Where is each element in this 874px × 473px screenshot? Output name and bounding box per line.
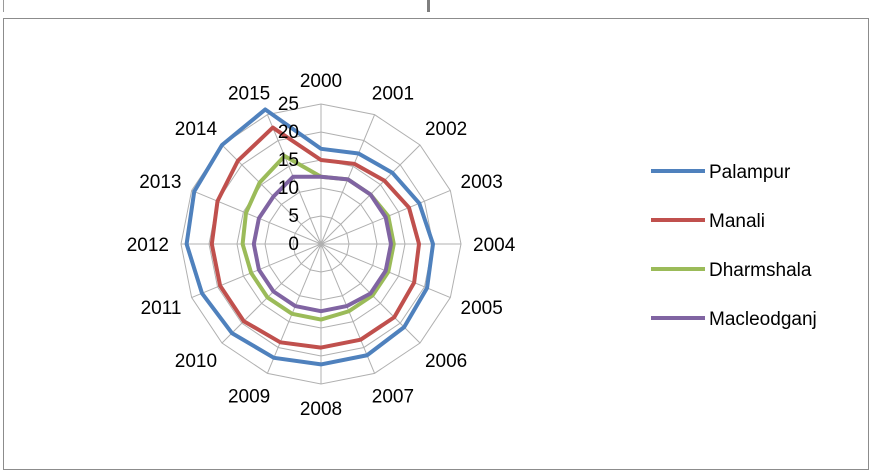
grid-spoke — [191, 243, 322, 299]
category-label-2014: 2014 — [175, 119, 218, 140]
grid-spoke — [320, 243, 376, 374]
radial-tick-label: 15 — [278, 150, 299, 171]
top-strip — [0, 0, 874, 18]
legend-label-dharmshala: Dharmshala — [709, 260, 812, 281]
radial-tick-label: 25 — [278, 94, 299, 115]
category-label-2013: 2013 — [139, 172, 181, 193]
radial-tick-label: 10 — [278, 178, 299, 199]
category-label-2008: 2008 — [300, 399, 342, 420]
grid-spoke — [266, 243, 322, 374]
category-label-2004: 2004 — [473, 235, 516, 256]
category-label-2003: 2003 — [461, 172, 503, 193]
series-line-manali — [209, 125, 421, 350]
column-divider — [427, 0, 430, 12]
category-label-2006: 2006 — [425, 351, 467, 372]
legend-label-macleodganj: Macleodganj — [709, 309, 817, 330]
category-label-2009: 2009 — [228, 387, 270, 408]
category-label-2015: 2015 — [228, 83, 270, 104]
category-label-2005: 2005 — [461, 298, 503, 319]
category-label-2010: 2010 — [175, 351, 217, 372]
radial-tick-label: 0 — [288, 234, 299, 255]
category-label-2007: 2007 — [372, 387, 414, 408]
radial-tick-label: 5 — [288, 206, 299, 227]
grid-spoke — [191, 189, 322, 245]
category-label-2011: 2011 — [141, 298, 182, 319]
series-line-macleodganj — [251, 174, 393, 314]
category-label-2001: 2001 — [372, 83, 414, 104]
category-label-2002: 2002 — [425, 119, 467, 140]
category-label-2000: 2000 — [300, 71, 342, 92]
legend-label-palampur: Palampur — [709, 162, 791, 183]
series-line-palampur — [184, 107, 435, 367]
column-divider — [3, 0, 4, 12]
grid-spoke — [221, 243, 322, 344]
radial-tick-label: 20 — [278, 122, 299, 143]
category-label-2012: 2012 — [127, 235, 169, 256]
grid-spoke — [266, 114, 322, 245]
legend-label-manali: Manali — [709, 211, 765, 232]
